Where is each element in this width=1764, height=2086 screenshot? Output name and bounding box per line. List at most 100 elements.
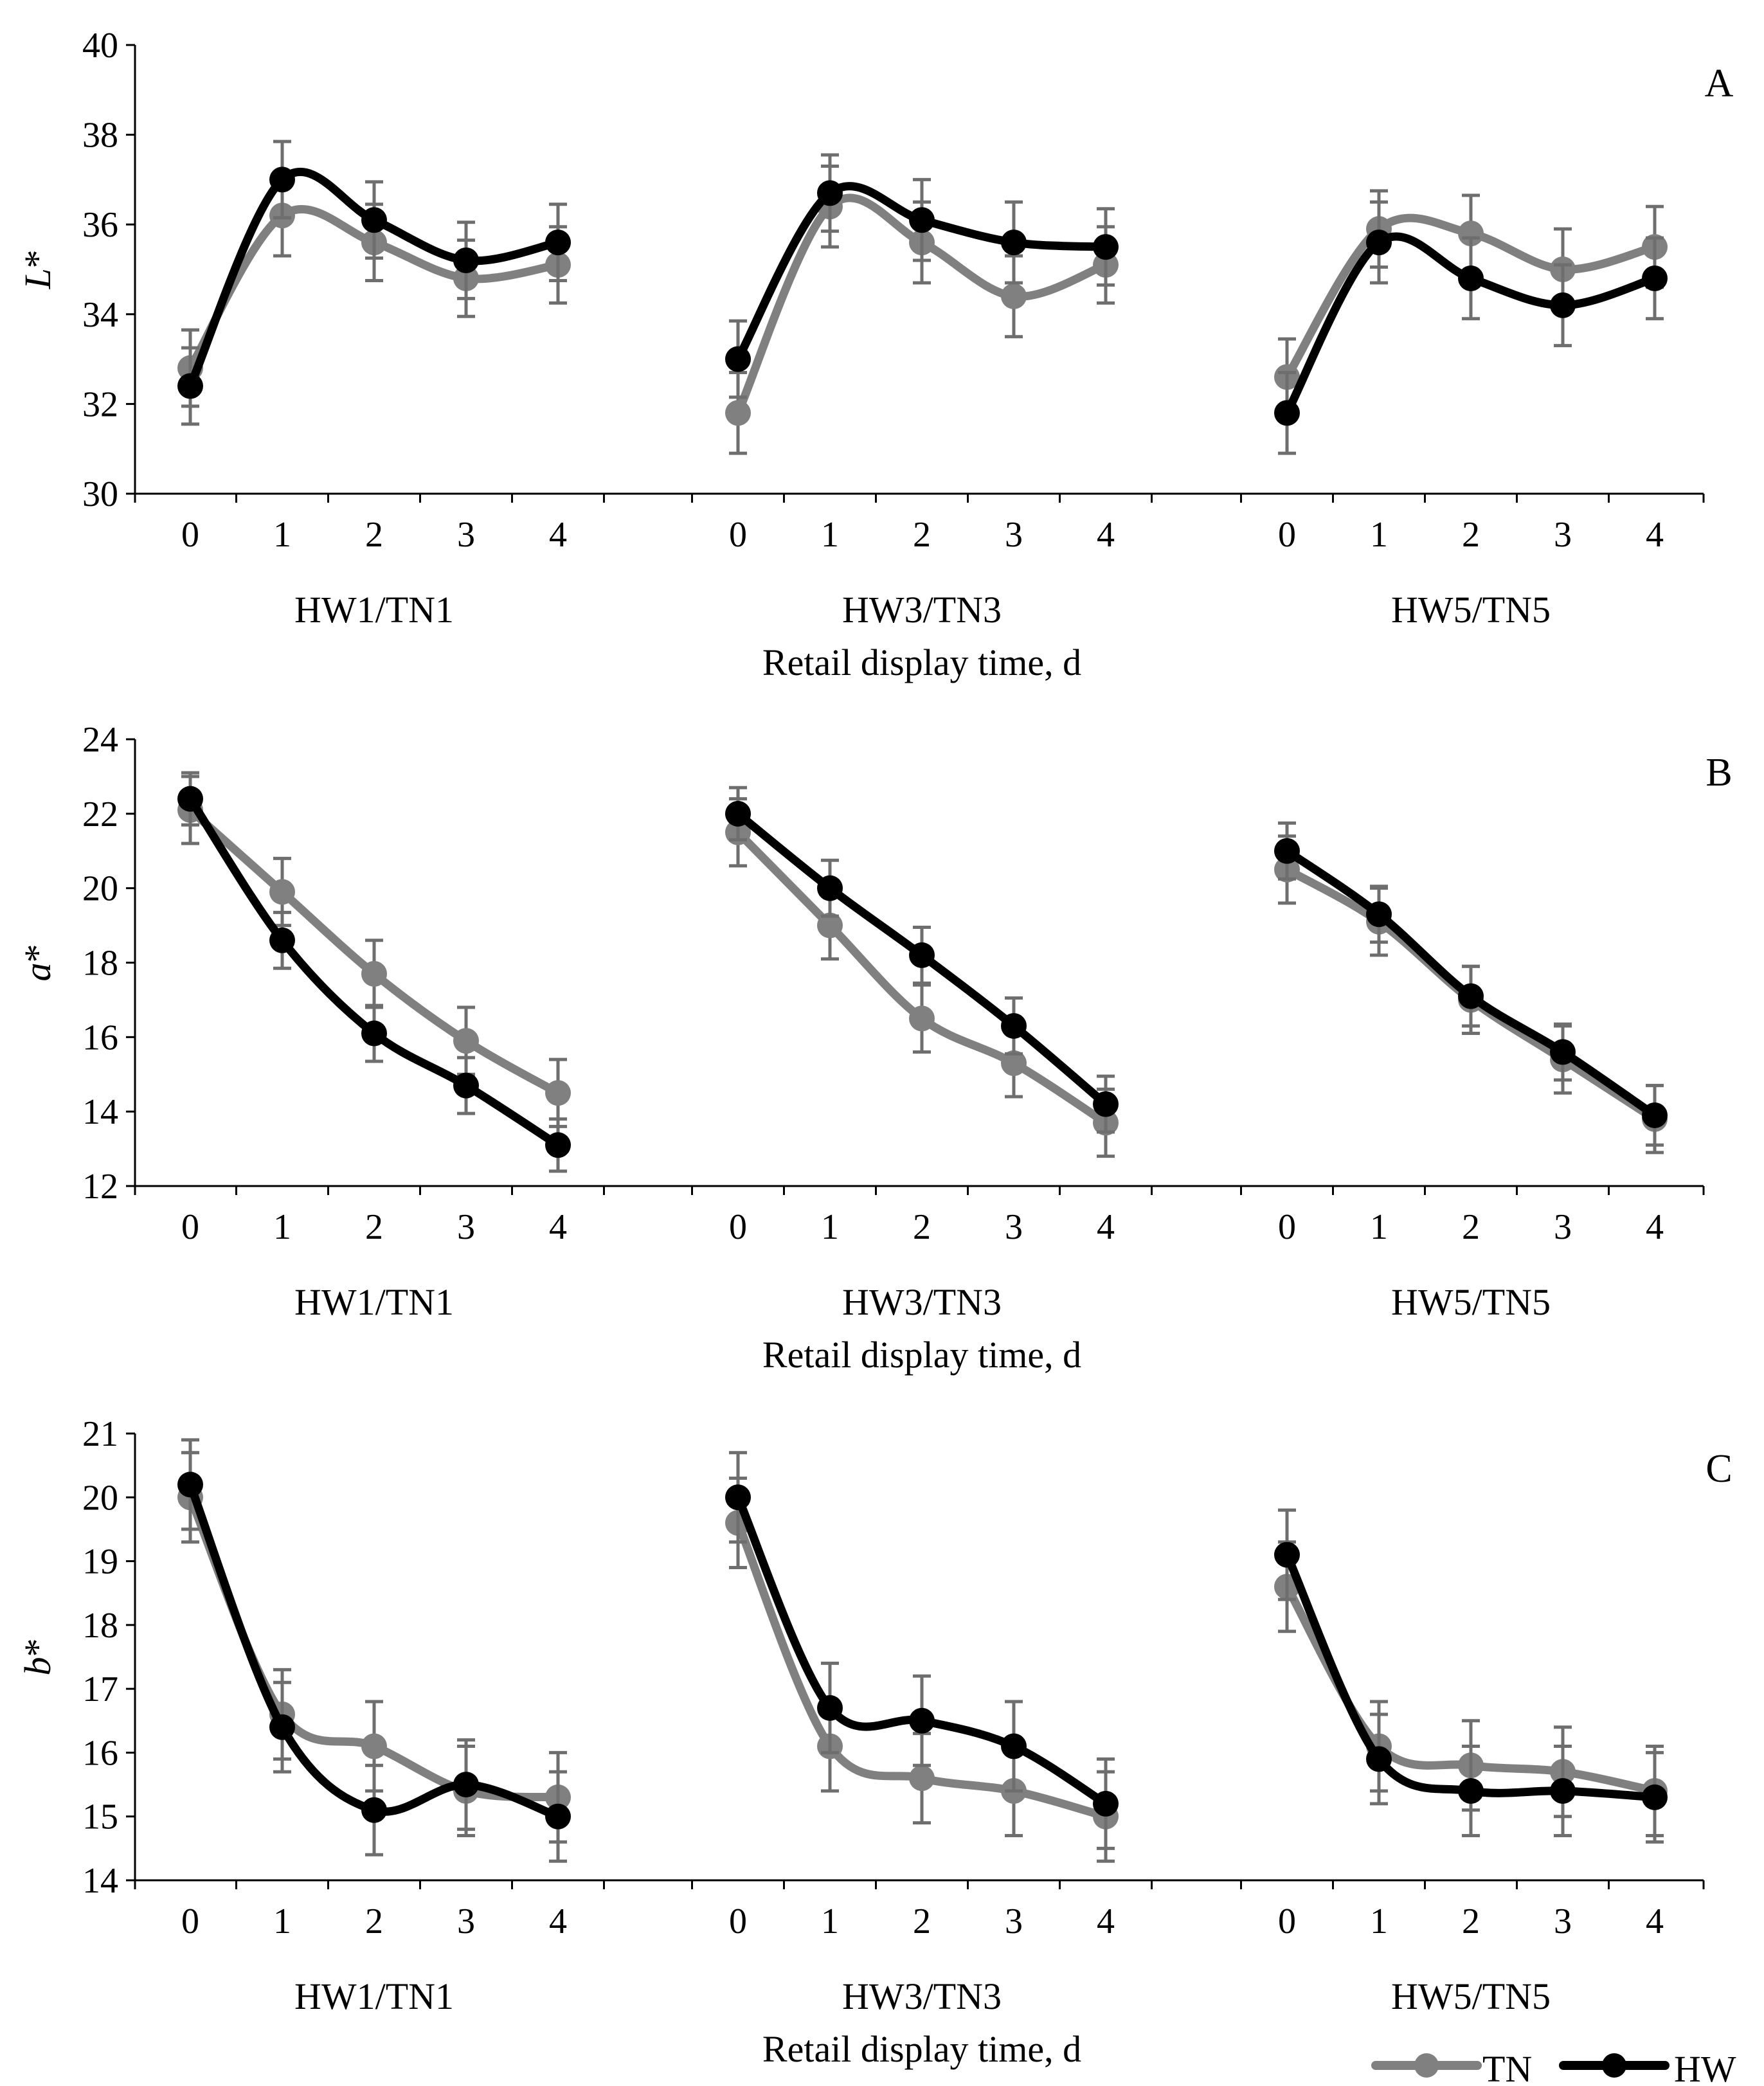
group-label: HW5/TN5 — [1391, 1281, 1551, 1323]
data-point — [1642, 265, 1668, 291]
data-point — [725, 346, 751, 372]
x-tick-label: 2 — [365, 1902, 383, 1941]
series-line — [734, 1518, 1110, 1821]
data-point — [1366, 1746, 1392, 1772]
x-tick-label: 0 — [729, 515, 747, 555]
y-tick-label: 17 — [82, 1669, 118, 1709]
data-point — [1274, 1542, 1300, 1568]
data-point — [725, 1484, 751, 1511]
data-point — [1550, 1778, 1576, 1804]
y-tick-label: 24 — [82, 720, 118, 760]
x-tick-label: 4 — [1646, 1902, 1664, 1941]
group-label: HW1/TN1 — [294, 589, 454, 631]
x-tick-label: 0 — [729, 1902, 747, 1941]
y-tick-label: 14 — [82, 1861, 118, 1901]
y-tick-label: 20 — [82, 869, 118, 909]
y-tick-label: 16 — [82, 1733, 118, 1773]
x-tick-label: 1 — [273, 1902, 291, 1941]
data-point — [1642, 1784, 1668, 1810]
y-tick-label: 12 — [82, 1167, 118, 1207]
group-label: HW3/TN3 — [842, 589, 1002, 631]
data-point — [1001, 283, 1027, 309]
group-label: HW3/TN3 — [842, 1975, 1002, 2017]
data-point — [817, 180, 843, 206]
y-tick-label: 20 — [82, 1478, 118, 1518]
series-hw — [177, 139, 1668, 455]
x-tick-label: 2 — [1462, 1902, 1480, 1941]
panel-letter: C — [1706, 1447, 1732, 1491]
data-point — [453, 1772, 479, 1798]
data-point — [361, 1020, 387, 1047]
group-label: HW3/TN3 — [842, 1281, 1002, 1323]
y-tick-label: 38 — [82, 116, 118, 156]
x-tick-label: 0 — [1278, 515, 1296, 555]
data-point — [453, 1072, 479, 1099]
data-point — [361, 207, 387, 233]
x-tick-label: 1 — [273, 515, 291, 555]
y-tick-label: 16 — [82, 1018, 118, 1057]
data-point — [269, 166, 295, 193]
data-point — [1001, 229, 1027, 256]
data-point — [545, 1803, 571, 1830]
series-line — [734, 182, 1110, 364]
x-tick-label: 0 — [729, 1207, 747, 1247]
data-point — [725, 400, 751, 426]
x-axis-title: Retail display time, d — [762, 642, 1081, 683]
series-line — [734, 193, 1110, 417]
x-axis-title: Retail display time, d — [762, 1334, 1081, 1376]
x-tick-label: 2 — [365, 515, 383, 555]
x-tick-label: 0 — [181, 1207, 199, 1247]
legend-label-hw: HW — [1674, 2048, 1736, 2086]
x-tick-label: 1 — [821, 1902, 839, 1941]
x-tick-label: 2 — [913, 1207, 931, 1247]
legend-marker-tn — [1414, 2053, 1439, 2078]
data-point — [453, 247, 479, 274]
data-point — [1274, 838, 1300, 864]
data-point — [1458, 1778, 1484, 1804]
data-point — [909, 1005, 935, 1032]
x-tick-label: 4 — [1097, 1902, 1115, 1941]
data-point — [1458, 220, 1484, 247]
x-tick-label: 1 — [1370, 1902, 1388, 1941]
series-line — [1282, 1551, 1659, 1802]
data-point — [177, 786, 203, 812]
y-tick-label: 21 — [82, 1414, 118, 1454]
x-tick-label: 3 — [1554, 1902, 1572, 1941]
y-tick-label: 14 — [82, 1092, 118, 1132]
data-point — [545, 1080, 571, 1106]
data-point — [817, 1695, 843, 1721]
y-tick-label: 15 — [82, 1797, 118, 1837]
x-tick-label: 3 — [1005, 1902, 1023, 1941]
data-point — [1093, 1091, 1119, 1117]
legend-label-tn: TN — [1482, 2048, 1532, 2086]
y-tick-label: 32 — [82, 384, 118, 424]
data-point — [545, 229, 571, 256]
x-tick-label: 1 — [273, 1207, 291, 1247]
x-tick-label: 3 — [457, 515, 475, 555]
x-axis-title: Retail display time, d — [762, 2028, 1081, 2070]
x-tick-label: 0 — [1278, 1902, 1296, 1941]
y-tick-label: 36 — [82, 205, 118, 245]
data-point — [909, 1765, 935, 1792]
group-label: HW1/TN1 — [294, 1975, 454, 2017]
data-point — [453, 1028, 479, 1054]
x-tick-label: 3 — [1005, 515, 1023, 555]
data-point — [909, 942, 935, 968]
data-point — [269, 1714, 295, 1740]
data-point — [269, 879, 295, 905]
x-tick-label: 1 — [1370, 1207, 1388, 1247]
data-point — [1550, 1039, 1576, 1065]
y-tick-label: 40 — [82, 26, 118, 66]
x-tick-label: 4 — [549, 515, 567, 555]
data-point — [361, 1797, 387, 1823]
legend-marker-hw — [1602, 2053, 1626, 2078]
data-point — [361, 1733, 387, 1759]
data-point — [177, 1471, 203, 1498]
series-line — [186, 167, 562, 390]
data-point — [1001, 1733, 1027, 1759]
